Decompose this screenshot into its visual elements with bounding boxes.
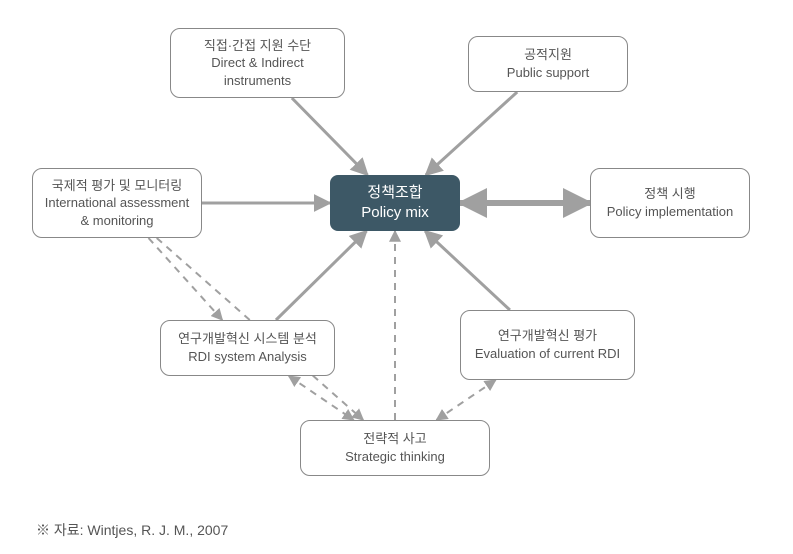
edge-rdi_analysis-strategic — [289, 376, 354, 420]
node-intl-kr: 국제적 평가 및 모니터링 — [52, 177, 182, 195]
node-center: 정책조합Policy mix — [330, 175, 460, 231]
node-rdi_analysis-en: RDI system Analysis — [188, 348, 306, 366]
node-public-kr: 공적지원 — [524, 46, 572, 64]
edge-rdi_eval-strategic — [436, 380, 495, 420]
edge-rdi_eval-center — [425, 231, 510, 310]
node-public-en: Public support — [507, 64, 589, 82]
node-intl-en: International assessment & monitoring — [43, 194, 191, 229]
source-text: ※ 자료: Wintjes, R. J. M., 2007 — [36, 522, 228, 538]
node-center-en: Policy mix — [361, 203, 429, 223]
node-rdi_eval-kr: 연구개발혁신 평가 — [498, 327, 597, 345]
node-instruments-en: Direct & Indirect instruments — [181, 54, 334, 89]
node-public: 공적지원Public support — [468, 36, 628, 92]
node-rdi_analysis-kr: 연구개발혁신 시스템 분석 — [178, 330, 317, 348]
node-instruments-kr: 직접·간접 지원 수단 — [204, 37, 311, 55]
edge-public-center — [426, 92, 517, 175]
node-strategic-kr: 전략적 사고 — [363, 430, 426, 448]
node-strategic: 전략적 사고Strategic thinking — [300, 420, 490, 476]
edge-instruments-center — [292, 98, 368, 175]
node-strategic-en: Strategic thinking — [345, 448, 445, 466]
node-impl-kr: 정책 시행 — [644, 185, 695, 203]
edge-rdi_analysis-center — [276, 231, 367, 320]
node-impl: 정책 시행Policy implementation — [590, 168, 750, 238]
node-rdi_analysis: 연구개발혁신 시스템 분석RDI system Analysis — [160, 320, 335, 376]
node-intl: 국제적 평가 및 모니터링International assessment & … — [32, 168, 202, 238]
node-rdi_eval-en: Evaluation of current RDI — [475, 345, 620, 363]
edge-intl-rdi_analysis — [149, 238, 223, 320]
node-instruments: 직접·간접 지원 수단Direct & Indirect instruments — [170, 28, 345, 98]
node-rdi_eval: 연구개발혁신 평가Evaluation of current RDI — [460, 310, 635, 380]
node-center-kr: 정책조합 — [367, 183, 422, 203]
source-citation: ※ 자료: Wintjes, R. J. M., 2007 — [36, 520, 228, 540]
node-impl-en: Policy implementation — [607, 203, 733, 221]
